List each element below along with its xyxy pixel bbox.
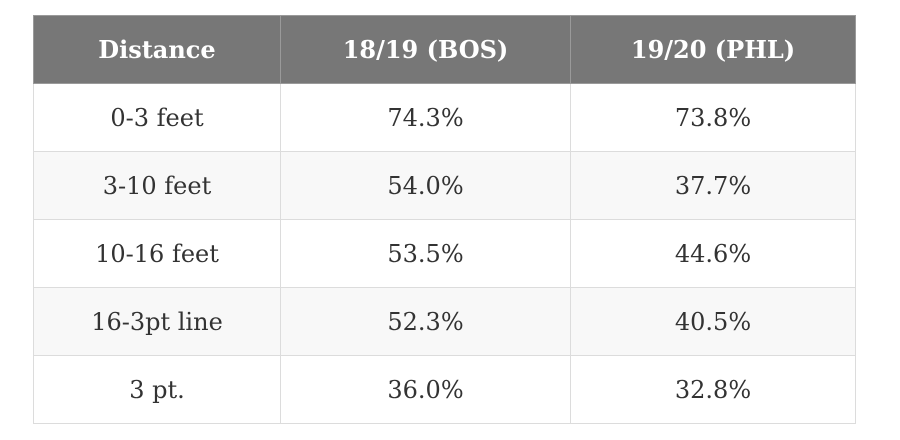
table-cell: 32.8% bbox=[570, 355, 856, 424]
table-cell: 74.3% bbox=[280, 83, 571, 152]
table-cell: 44.6% bbox=[570, 219, 856, 288]
header-cell: 19/20 (PHL) bbox=[570, 15, 856, 84]
table-row: 10-16 feet 53.5% 44.6% bbox=[33, 219, 856, 288]
table-cell: 36.0% bbox=[280, 355, 571, 424]
table-cell: 37.7% bbox=[570, 151, 856, 220]
header-cell: Distance bbox=[33, 15, 281, 84]
table-cell: 0-3 feet bbox=[33, 83, 281, 152]
table-cell: 53.5% bbox=[280, 219, 571, 288]
table-cell: 52.3% bbox=[280, 287, 571, 356]
table-cell: 10-16 feet bbox=[33, 219, 281, 288]
table-row: 3-10 feet 54.0% 37.7% bbox=[33, 151, 856, 220]
table-cell: 73.8% bbox=[570, 83, 856, 152]
table-body: 0-3 feet 74.3% 73.8% 3-10 feet 54.0% 37.7% 10-… bbox=[33, 83, 856, 424]
table-cell: 40.5% bbox=[570, 287, 856, 356]
table-cell: 3 pt. bbox=[33, 355, 281, 424]
table-cell: 16-3pt line bbox=[33, 287, 281, 356]
table-cell: 3-10 feet bbox=[33, 151, 281, 220]
header-row: Distance 18/19 (BOS) 19/20 (PHL) bbox=[33, 15, 856, 84]
table-row: 0-3 feet 74.3% 73.8% bbox=[33, 83, 856, 152]
shooting-table: Distance 18/19 (BOS) 19/20 (PHL) 0-3 feet 7… bbox=[33, 15, 856, 424]
header-cell: 18/19 (BOS) bbox=[280, 15, 571, 84]
table-cell: 54.0% bbox=[280, 151, 571, 220]
table-row: 3 pt. 36.0% 32.8% bbox=[33, 355, 856, 424]
table-row: 16-3pt line 52.3% 40.5% bbox=[33, 287, 856, 356]
